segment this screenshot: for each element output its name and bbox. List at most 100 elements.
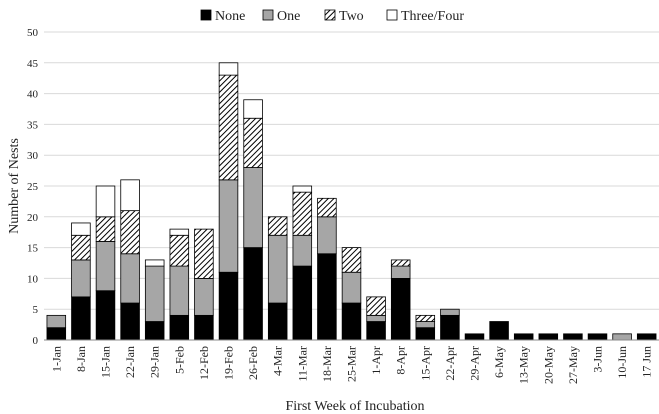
- bar-segment-one: [46, 314, 67, 329]
- bar-segment-none: [169, 314, 190, 341]
- bars: [46, 62, 657, 341]
- bar-segment-none: [341, 302, 362, 341]
- bar-segment-one: [341, 271, 362, 304]
- bar-segment-none: [464, 333, 485, 341]
- bar-segment-two: [317, 197, 337, 218]
- x-tick-label: 12-Feb: [197, 346, 211, 380]
- bar-segment-none: [71, 296, 91, 341]
- x-tick-label: 10-Jun: [615, 346, 629, 379]
- bar-segment-one: [71, 259, 91, 298]
- bar-segment-two: [194, 228, 214, 279]
- bar-segment-one: [95, 241, 116, 292]
- bar-segment-one: [218, 179, 239, 273]
- x-tick-label: 11-Mar: [295, 346, 309, 382]
- legend: None One Two Three/Four: [200, 9, 464, 24]
- bar-segment-one: [292, 234, 313, 267]
- bar-segment-none: [513, 333, 534, 341]
- legend-swatch: [262, 9, 274, 21]
- bar-segment-two: [341, 247, 362, 273]
- y-tick-label: 40: [27, 89, 39, 101]
- bar-segment-three-four: [292, 185, 313, 193]
- bar-segment-one: [390, 265, 411, 279]
- y-tick-label: 5: [33, 304, 39, 316]
- bar-segment-none: [390, 277, 411, 341]
- bar-segment-none: [489, 321, 509, 341]
- bar-segment-one: [612, 333, 632, 341]
- x-tick-label: 4-Mar: [271, 346, 285, 376]
- bar-segment-three-four: [144, 259, 165, 267]
- y-axis-ticks: 0 5 10 15 20 25 30 35 40 45 50: [27, 27, 39, 347]
- x-tick-label: 6-May: [492, 346, 506, 378]
- bar-segment-two: [415, 314, 436, 322]
- bar-segment-one: [169, 265, 190, 316]
- bar-segment-one: [194, 277, 214, 316]
- bar-segment-three-four: [71, 222, 91, 236]
- bar-segment-one: [144, 265, 165, 322]
- x-tick-label: 29-Apr: [468, 346, 482, 381]
- bar-segment-one: [267, 234, 288, 304]
- x-tick-label: 5-Feb: [172, 346, 186, 374]
- bar-segment-none: [194, 314, 214, 341]
- bar-segment-one: [120, 253, 140, 304]
- legend-label: Two: [339, 9, 364, 24]
- bar-segment-one: [366, 314, 386, 322]
- bar-segment-two: [366, 296, 386, 316]
- bar-segment-none: [218, 271, 239, 341]
- x-tick-label: 22-Jan: [123, 346, 137, 378]
- bar-segment-none: [563, 333, 583, 341]
- bar-segment-none: [243, 247, 263, 341]
- bar-segment-none: [538, 333, 559, 341]
- legend-label: None: [215, 9, 245, 24]
- x-tick-label: 22-Apr: [443, 346, 457, 381]
- legend-label: One: [277, 9, 300, 24]
- bar-segment-none: [292, 265, 313, 341]
- x-tick-label: 13-May: [517, 346, 531, 384]
- legend-swatch: [386, 9, 398, 21]
- y-tick-label: 25: [27, 181, 39, 193]
- bar-segment-none: [317, 253, 337, 341]
- y-tick-label: 30: [27, 150, 39, 162]
- x-tick-label: 1-Apr: [369, 346, 383, 375]
- bar-segment-two: [243, 117, 263, 168]
- bar-segment-none: [587, 333, 608, 341]
- x-tick-label: 8-Jan: [74, 346, 88, 372]
- y-tick-label: 10: [27, 273, 39, 285]
- legend-swatch: [324, 9, 336, 21]
- bar-segment-none: [144, 321, 165, 341]
- x-tick-label: 25-Mar: [345, 346, 359, 382]
- legend-swatch: [200, 9, 212, 21]
- y-tick-label: 35: [27, 119, 39, 131]
- x-tick-label: 18-Mar: [320, 346, 334, 382]
- bar-segment-none: [267, 302, 288, 341]
- x-tick-label: 15-Apr: [418, 346, 432, 381]
- bar-segment-three-four: [218, 62, 239, 76]
- x-tick-label: 8-Apr: [394, 346, 408, 375]
- legend-label: Three/Four: [401, 9, 464, 24]
- bar-segment-two: [218, 74, 239, 181]
- bar-segment-three-four: [243, 99, 263, 119]
- y-tick-label: 50: [27, 27, 39, 39]
- x-tick-label: 1-Jan: [49, 346, 63, 372]
- bar-segment-one: [317, 216, 337, 255]
- y-tick-label: 20: [27, 212, 39, 224]
- bar-segment-two: [120, 210, 140, 255]
- bar-segment-none: [120, 302, 140, 341]
- y-tick-label: 15: [27, 243, 39, 255]
- x-tick-label: 20-May: [541, 346, 555, 384]
- bar-segment-none: [415, 327, 436, 341]
- x-axis-label: First Week of Incubation: [286, 399, 425, 414]
- x-tick-label: 17 Jun: [640, 346, 654, 378]
- bar-segment-one: [440, 308, 460, 316]
- bar-segment-two: [390, 259, 411, 267]
- bar-segment-three-four: [120, 179, 140, 212]
- x-tick-label: 15-Jan: [99, 346, 113, 378]
- bar-segment-none: [95, 290, 116, 341]
- x-axis-ticks: 1-Jan 8-Jan 15-Jan 22-Jan 29-Jan 5-Feb 12-Feb 1…: [49, 346, 653, 384]
- bar-segment-two: [267, 216, 288, 236]
- bar-segment-none: [636, 333, 657, 341]
- bar-segment-one: [243, 167, 263, 249]
- bar-segment-two: [169, 234, 190, 267]
- bar-segment-three-four: [95, 185, 116, 218]
- bar-segment-three-four: [169, 228, 190, 236]
